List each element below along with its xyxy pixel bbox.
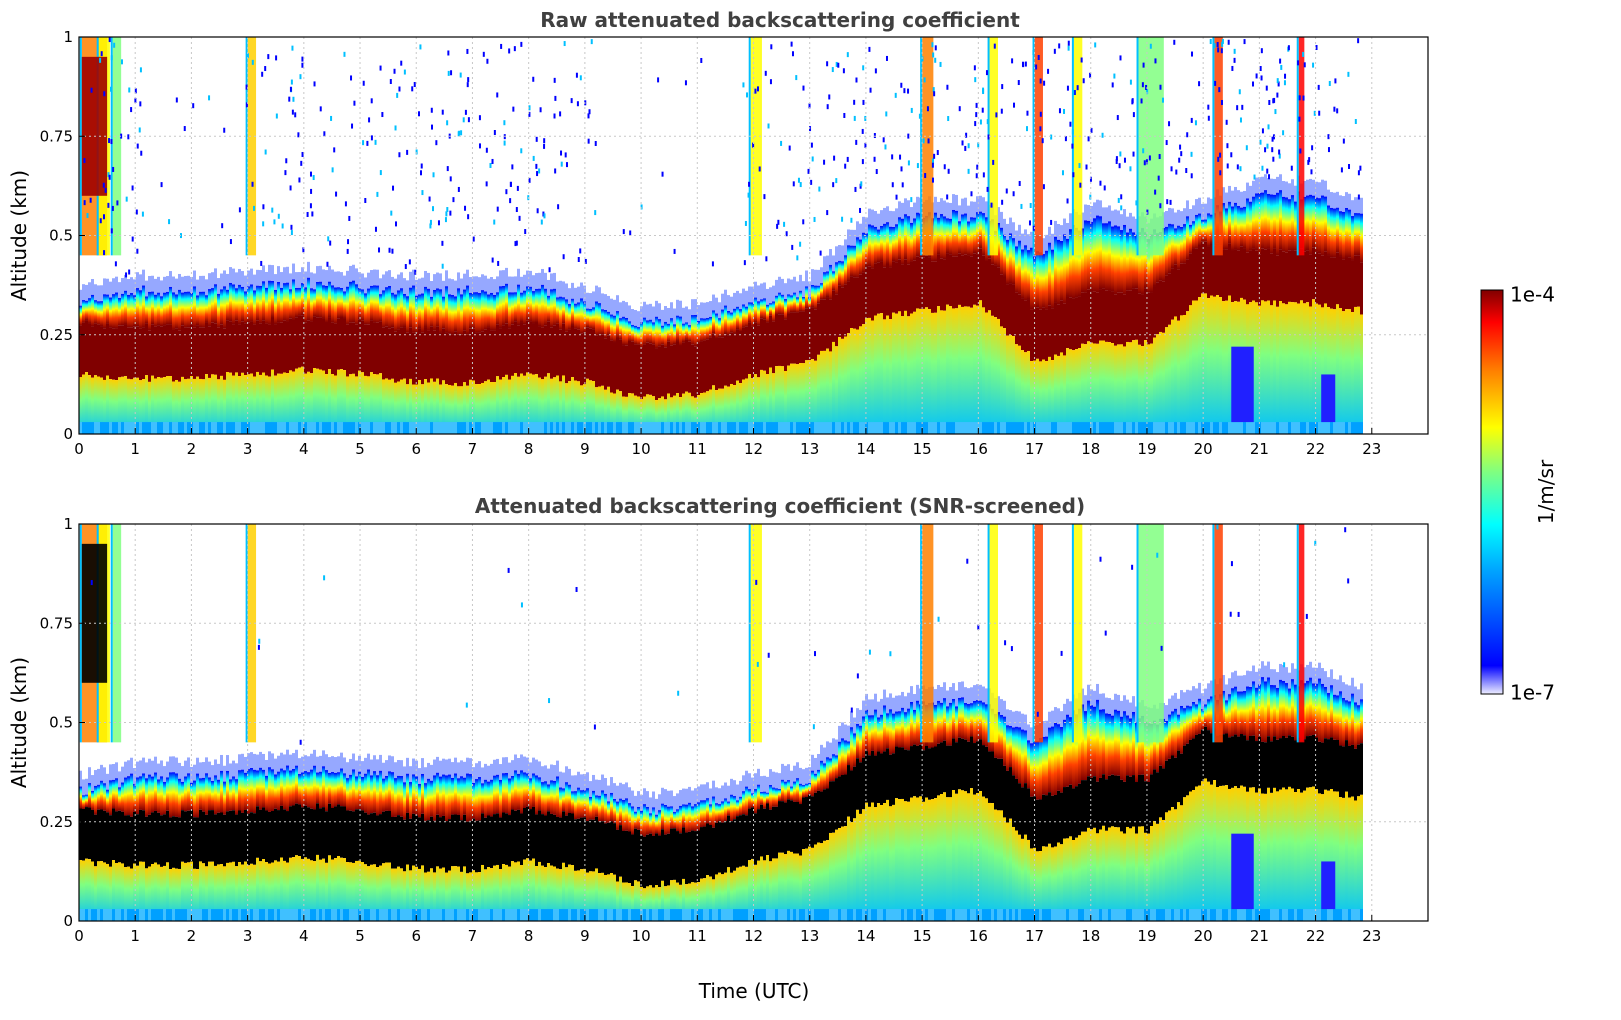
x-tick-label: 2 (187, 927, 197, 945)
x-tick-label: 23 (1362, 927, 1381, 945)
y-tick-label: 0.75 (40, 614, 73, 632)
panel-screened: Attenuated backscattering coefficient (S… (7, 494, 1429, 1003)
x-tick-label: 7 (468, 440, 478, 458)
x-tick-label: 13 (800, 927, 819, 945)
y-axis-label-screened: Altitude (km) (7, 657, 31, 788)
x-tick-label: 4 (299, 927, 309, 945)
x-tick-label: 11 (688, 927, 707, 945)
x-ticks-screened: 0 1 2 3 4 5 6 7 8 9 10 11 12 13 14 15 16 17 18 19 20 21 22 23 (74, 915, 1381, 945)
x-tick-label: 22 (1306, 927, 1325, 945)
x-tick-label: 9 (580, 927, 590, 945)
x-axis-label: Time (UTC) (698, 979, 810, 1003)
colorbar-max-label: 1e-4 (1510, 283, 1555, 307)
x-tick-label: 12 (744, 927, 763, 945)
x-ticks-raw: 0 1 2 3 4 5 6 7 8 9 10 11 12 13 14 15 16 17 18 19 20 21 22 23 (74, 428, 1381, 458)
x-tick-label: 2 (187, 440, 197, 458)
x-tick-label: 23 (1362, 440, 1381, 458)
x-tick-label: 3 (243, 440, 253, 458)
x-tick-label: 20 (1194, 927, 1213, 945)
x-tick-label: 19 (1137, 440, 1156, 458)
x-tick-label: 15 (913, 440, 932, 458)
x-tick-label: 16 (969, 927, 988, 945)
x-tick-label: 14 (856, 927, 875, 945)
chart-title-screened: Attenuated backscattering coefficient (S… (475, 494, 1085, 518)
colorbar-unit-label: 1/m/sr (1534, 459, 1558, 524)
colorbar: 1e-4 1e-7 1/m/sr (1480, 283, 1558, 705)
colorbar-min-label: 1e-7 (1510, 681, 1555, 705)
x-tick-label: 13 (800, 440, 819, 458)
x-tick-label: 15 (913, 927, 932, 945)
panel-raw: Raw attenuated backscattering coefficien… (7, 8, 1429, 458)
y-tick-label: 0.25 (40, 326, 73, 344)
x-tick-label: 10 (632, 440, 651, 458)
y-tick-label: 0 (63, 912, 73, 930)
y-tick-label: 1 (63, 28, 73, 46)
y-tick-label: 0.5 (49, 714, 73, 732)
x-tick-label: 1 (130, 927, 140, 945)
y-tick-label: 0 (63, 425, 73, 443)
x-tick-label: 10 (632, 927, 651, 945)
x-tick-label: 0 (74, 927, 84, 945)
x-tick-label: 1 (130, 440, 140, 458)
y-tick-label: 1 (63, 515, 73, 533)
x-tick-label: 4 (299, 440, 309, 458)
x-tick-label: 21 (1250, 440, 1269, 458)
x-tick-label: 21 (1250, 927, 1269, 945)
x-tick-label: 6 (411, 927, 421, 945)
chart-title-raw: Raw attenuated backscattering coefficien… (540, 8, 1020, 32)
heatmap-screened (79, 524, 1363, 921)
y-ticks-screened: 0 0.25 0.5 0.75 1 (40, 515, 85, 930)
x-tick-label: 8 (524, 927, 534, 945)
x-tick-label: 17 (1025, 927, 1044, 945)
x-tick-label: 5 (355, 440, 365, 458)
x-tick-label: 22 (1306, 440, 1325, 458)
heatmap-raw (79, 37, 1363, 434)
x-tick-label: 0 (74, 440, 84, 458)
x-tick-label: 6 (411, 440, 421, 458)
y-tick-label: 0.75 (40, 127, 73, 145)
x-tick-label: 9 (580, 440, 590, 458)
x-tick-label: 16 (969, 440, 988, 458)
x-tick-label: 3 (243, 927, 253, 945)
x-tick-label: 11 (688, 440, 707, 458)
x-tick-label: 18 (1081, 927, 1100, 945)
x-tick-label: 19 (1137, 927, 1156, 945)
x-tick-label: 14 (856, 440, 875, 458)
x-tick-label: 7 (468, 927, 478, 945)
x-tick-label: 8 (524, 440, 534, 458)
y-tick-label: 0.5 (49, 227, 73, 245)
grid-raw (79, 37, 1428, 434)
y-axis-label-raw: Altitude (km) (7, 170, 31, 301)
x-tick-label: 5 (355, 927, 365, 945)
x-tick-label: 20 (1194, 440, 1213, 458)
y-ticks-raw: 0 0.25 0.5 0.75 1 (40, 28, 85, 443)
y-tick-label: 0.25 (40, 813, 73, 831)
colorbar-gradient (1480, 289, 1504, 695)
grid-screened (79, 524, 1428, 921)
x-tick-label: 17 (1025, 440, 1044, 458)
x-tick-label: 12 (744, 440, 763, 458)
x-tick-label: 18 (1081, 440, 1100, 458)
